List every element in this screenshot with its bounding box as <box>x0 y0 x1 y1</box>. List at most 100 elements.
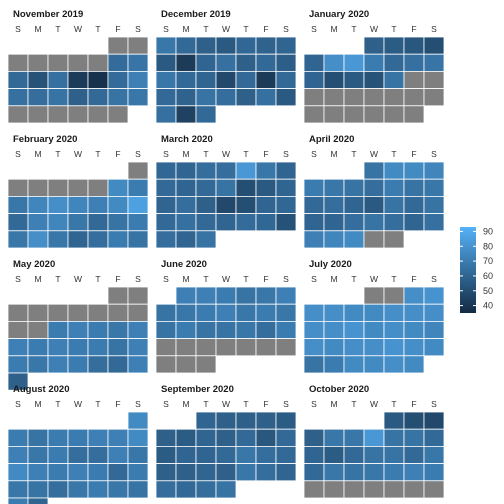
day-cell <box>323 303 345 322</box>
day-cell <box>255 178 277 197</box>
weekday-label: W <box>222 399 230 409</box>
day-cell <box>363 195 385 214</box>
weekday-label: T <box>203 274 208 284</box>
day-cell <box>235 445 257 464</box>
weekday-label: S <box>431 274 437 284</box>
day-cell <box>303 88 325 107</box>
day-cell <box>423 71 445 90</box>
day-cell <box>127 463 149 482</box>
day-cell <box>235 71 257 90</box>
day-cell <box>423 195 445 214</box>
day-cell <box>195 161 217 180</box>
day-cell <box>175 428 197 447</box>
day-cell <box>303 463 325 482</box>
day-cell <box>67 195 89 214</box>
day-cell <box>47 428 69 447</box>
day-cell <box>67 230 89 249</box>
day-cell <box>303 195 325 214</box>
day-cell <box>215 36 237 55</box>
day-cell <box>303 428 325 447</box>
day-cell <box>195 480 217 499</box>
day-cell <box>383 303 405 322</box>
day-cell <box>155 463 177 482</box>
day-cell <box>67 105 89 124</box>
day-cell <box>403 161 425 180</box>
weekday-label: T <box>55 274 60 284</box>
day-cell <box>323 428 345 447</box>
weekday-label: S <box>163 399 169 409</box>
day-cell <box>27 463 49 482</box>
day-cell <box>235 53 257 72</box>
weekday-label: S <box>163 274 169 284</box>
day-cell <box>403 195 425 214</box>
weekday-label: T <box>95 149 100 159</box>
day-cell <box>195 71 217 90</box>
month-panel: February 2020 S M T W T F S <box>7 134 149 249</box>
weekday-label: W <box>222 274 230 284</box>
day-cell <box>363 88 385 107</box>
day-cell <box>363 445 385 464</box>
day-cell <box>87 230 109 249</box>
day-cell <box>107 230 129 249</box>
day-cell <box>403 480 425 499</box>
day-cell <box>87 320 109 339</box>
day-cell <box>383 213 405 232</box>
day-cell <box>403 178 425 197</box>
weekday-label: W <box>370 399 378 409</box>
day-cell <box>107 53 129 72</box>
weekday-label: F <box>263 24 268 34</box>
month-title: April 2020 <box>309 134 354 145</box>
day-cell <box>343 195 365 214</box>
weekday-label: T <box>243 149 248 159</box>
day-cell <box>363 213 385 232</box>
day-cell <box>155 303 177 322</box>
day-cell <box>383 463 405 482</box>
day-cell <box>403 411 425 430</box>
day-cell <box>303 230 325 249</box>
day-cell <box>423 286 445 305</box>
weekday-label: T <box>351 24 356 34</box>
day-cell <box>235 88 257 107</box>
day-cell <box>215 320 237 339</box>
day-cell <box>107 338 129 357</box>
day-cell <box>403 88 425 107</box>
day-cell <box>403 36 425 55</box>
weekday-label: F <box>411 399 416 409</box>
day-cell <box>47 71 69 90</box>
day-cell <box>403 320 425 339</box>
day-cell <box>363 320 385 339</box>
day-cell <box>127 71 149 90</box>
day-cell <box>235 286 257 305</box>
day-cell <box>107 36 129 55</box>
weekday-label: W <box>74 149 82 159</box>
day-cell <box>195 463 217 482</box>
legend-colorbar <box>460 227 476 313</box>
day-cell <box>255 303 277 322</box>
weekday-label: S <box>163 24 169 34</box>
day-cell <box>7 463 29 482</box>
day-cell <box>195 230 217 249</box>
day-cell <box>255 88 277 107</box>
day-cell <box>195 195 217 214</box>
day-cell <box>303 355 325 374</box>
day-cell <box>7 372 29 391</box>
weekday-label: S <box>311 399 317 409</box>
day-cell <box>27 497 49 504</box>
weekday-label: T <box>243 274 248 284</box>
day-cell <box>87 195 109 214</box>
weekday-label: T <box>351 274 356 284</box>
weekday-label: W <box>370 24 378 34</box>
weekday-label: M <box>182 399 189 409</box>
day-cell <box>27 480 49 499</box>
day-cell <box>175 178 197 197</box>
day-cell <box>383 445 405 464</box>
day-cell <box>255 53 277 72</box>
legend-tick-label: 50 <box>483 286 493 296</box>
day-cell <box>423 88 445 107</box>
day-cell <box>303 480 325 499</box>
day-cell <box>155 88 177 107</box>
day-cell <box>303 320 325 339</box>
day-cell <box>403 286 425 305</box>
legend-tick-label: 90 <box>483 226 493 236</box>
